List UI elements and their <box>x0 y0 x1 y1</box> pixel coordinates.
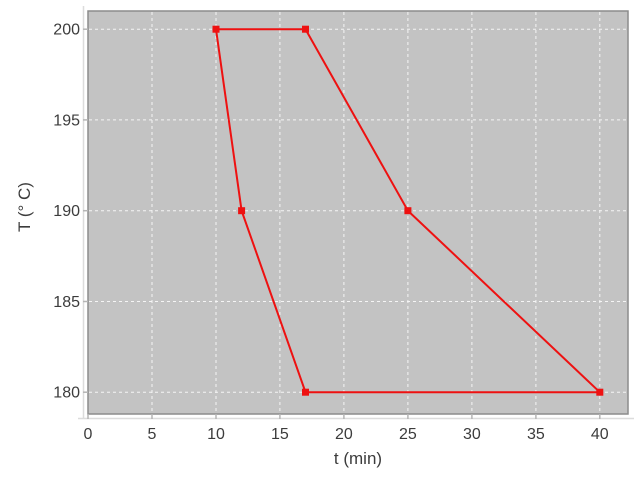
x-tick-label: 0 <box>84 426 93 443</box>
plot-area <box>88 11 628 414</box>
y-tick-label: 185 <box>53 294 80 311</box>
data-marker <box>302 388 309 396</box>
x-tick-label: 5 <box>148 426 157 443</box>
y-tick-label: 180 <box>53 385 80 402</box>
plot-frame <box>87 10 629 415</box>
data-marker <box>404 207 412 215</box>
x-tick-label: 20 <box>335 426 353 443</box>
x-tick-label: 15 <box>271 426 289 443</box>
y-tick-label: 200 <box>53 22 80 39</box>
x-tick-label: 40 <box>591 426 609 443</box>
data-marker <box>212 25 220 33</box>
x-tick-label: 10 <box>207 426 225 443</box>
data-marker <box>302 25 309 33</box>
x-tick-label: 30 <box>463 426 481 443</box>
y-axis-title: T (° C) <box>15 182 34 232</box>
x-tick-label: 25 <box>399 426 417 443</box>
data-marker <box>238 207 246 215</box>
y-tick-label: 195 <box>53 112 80 129</box>
x-axis-title: t (min) <box>333 449 383 468</box>
x-tick-label: 35 <box>527 426 545 443</box>
data-marker <box>596 388 604 396</box>
y-tick-label: 190 <box>53 203 80 220</box>
